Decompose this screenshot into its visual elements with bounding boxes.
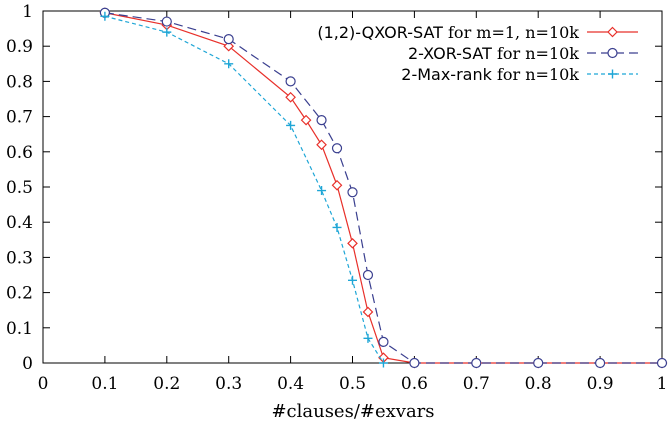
y-tick-label: 0.5 — [6, 178, 33, 198]
y-tick-label: 0 — [22, 354, 33, 374]
data-point-plus — [224, 59, 234, 69]
x-tick-label: 0.3 — [215, 374, 242, 394]
data-point-diamond — [362, 306, 374, 318]
y-tick-label: 0.3 — [6, 248, 33, 268]
legend-entry-2: 2-XOR-SAT for n=10k — [408, 44, 638, 63]
data-point-circle — [347, 187, 358, 198]
data-point-plus — [100, 11, 110, 21]
plot-frame — [42, 10, 663, 364]
x-tick-label: 0.8 — [525, 374, 552, 394]
y-tick-label: 0.9 — [6, 37, 33, 57]
x-tick-label: 0.2 — [153, 374, 180, 394]
legend-label-part: for m=1, n=10k — [443, 23, 579, 42]
data-point-diamond — [316, 139, 327, 151]
series-layer — [99, 7, 668, 369]
data-point-circle — [285, 76, 296, 87]
legend-label-part: 2-XOR-SAT — [408, 44, 492, 63]
data-point-plus — [608, 69, 617, 79]
x-tick-label: 0.5 — [339, 374, 366, 394]
y-tick-label: 0.6 — [6, 143, 33, 163]
data-point-circle — [533, 357, 544, 369]
legend-label-part: 2-Max-rank — [401, 65, 492, 84]
y-tick-label: 0.2 — [6, 284, 33, 304]
x-tick-label: 0.4 — [277, 374, 304, 394]
x-tick-label: 0.1 — [91, 374, 118, 394]
data-point-circle — [594, 357, 606, 369]
data-point-circle — [331, 143, 343, 154]
series-2 — [99, 7, 668, 369]
data-point-circle — [409, 357, 420, 369]
legend: (1,2)-QXOR-SAT for m=1, n=10k 2-XOR-SAT f… — [317, 23, 638, 84]
data-point-plus — [363, 333, 373, 343]
data-point-plus — [378, 358, 388, 368]
y-tick-label: 0.7 — [6, 108, 33, 128]
data-point-diamond — [331, 179, 343, 191]
data-point-circle — [471, 357, 482, 369]
y-tick-label: 0.8 — [6, 72, 33, 92]
y-tick-label: 0.4 — [6, 213, 33, 233]
x-axis-label: #clauses/#exvars — [271, 401, 434, 422]
legend-label: (1,2)-QXOR-SAT for m=1, n=10k — [317, 23, 579, 42]
data-point-diamond — [347, 237, 358, 249]
series-line — [104, 12, 662, 364]
data-point-diamond — [607, 26, 618, 38]
data-point-plus — [348, 275, 357, 285]
x-tick-label: 0.7 — [463, 374, 490, 394]
legend-label-part: for n=10k — [492, 44, 579, 63]
data-point-diamond — [285, 91, 296, 103]
data-point-circle — [378, 336, 389, 347]
x-tick-label: 0.6 — [401, 374, 428, 394]
plot-axes: 0 0.1 0.2 0.3 0.4 0.5 0.6 0.7 0.8 0.9 1 0 0.1 0.2 0.3 0… — [6, 2, 667, 394]
series-3 — [100, 11, 388, 368]
legend-label: 2-XOR-SAT for n=10k — [408, 44, 579, 63]
x-tick-label: 0.9 — [587, 374, 614, 394]
data-point-plus — [332, 222, 342, 232]
legend-label-part: (1,2)-QXOR-SAT — [317, 23, 443, 42]
data-point-circle — [223, 34, 234, 45]
data-point-plus — [317, 186, 327, 196]
y-tick-label: 1 — [22, 2, 33, 22]
data-point-circle — [362, 269, 374, 281]
x-tick-label: 1 — [657, 374, 668, 394]
legend-label-part: for n=10k — [492, 65, 579, 84]
data-point-circle — [316, 115, 327, 126]
y-tick-label: 0.1 — [6, 319, 33, 339]
x-tick-label: 0 — [38, 374, 49, 394]
data-point-circle — [161, 16, 172, 27]
series-1 — [99, 7, 668, 369]
data-point-circle — [607, 47, 618, 59]
data-point-diamond — [223, 40, 235, 52]
legend-entry-3: 2-Max-rank for n=10k — [401, 65, 638, 84]
data-point-plus — [286, 120, 296, 130]
data-point-plus — [162, 27, 172, 37]
legend-entry-1: (1,2)-QXOR-SAT for m=1, n=10k — [317, 23, 638, 42]
legend-label: 2-Max-rank for n=10k — [401, 65, 579, 84]
data-point-diamond — [300, 114, 312, 126]
series-line — [104, 15, 384, 364]
data-point-circle — [656, 357, 668, 369]
